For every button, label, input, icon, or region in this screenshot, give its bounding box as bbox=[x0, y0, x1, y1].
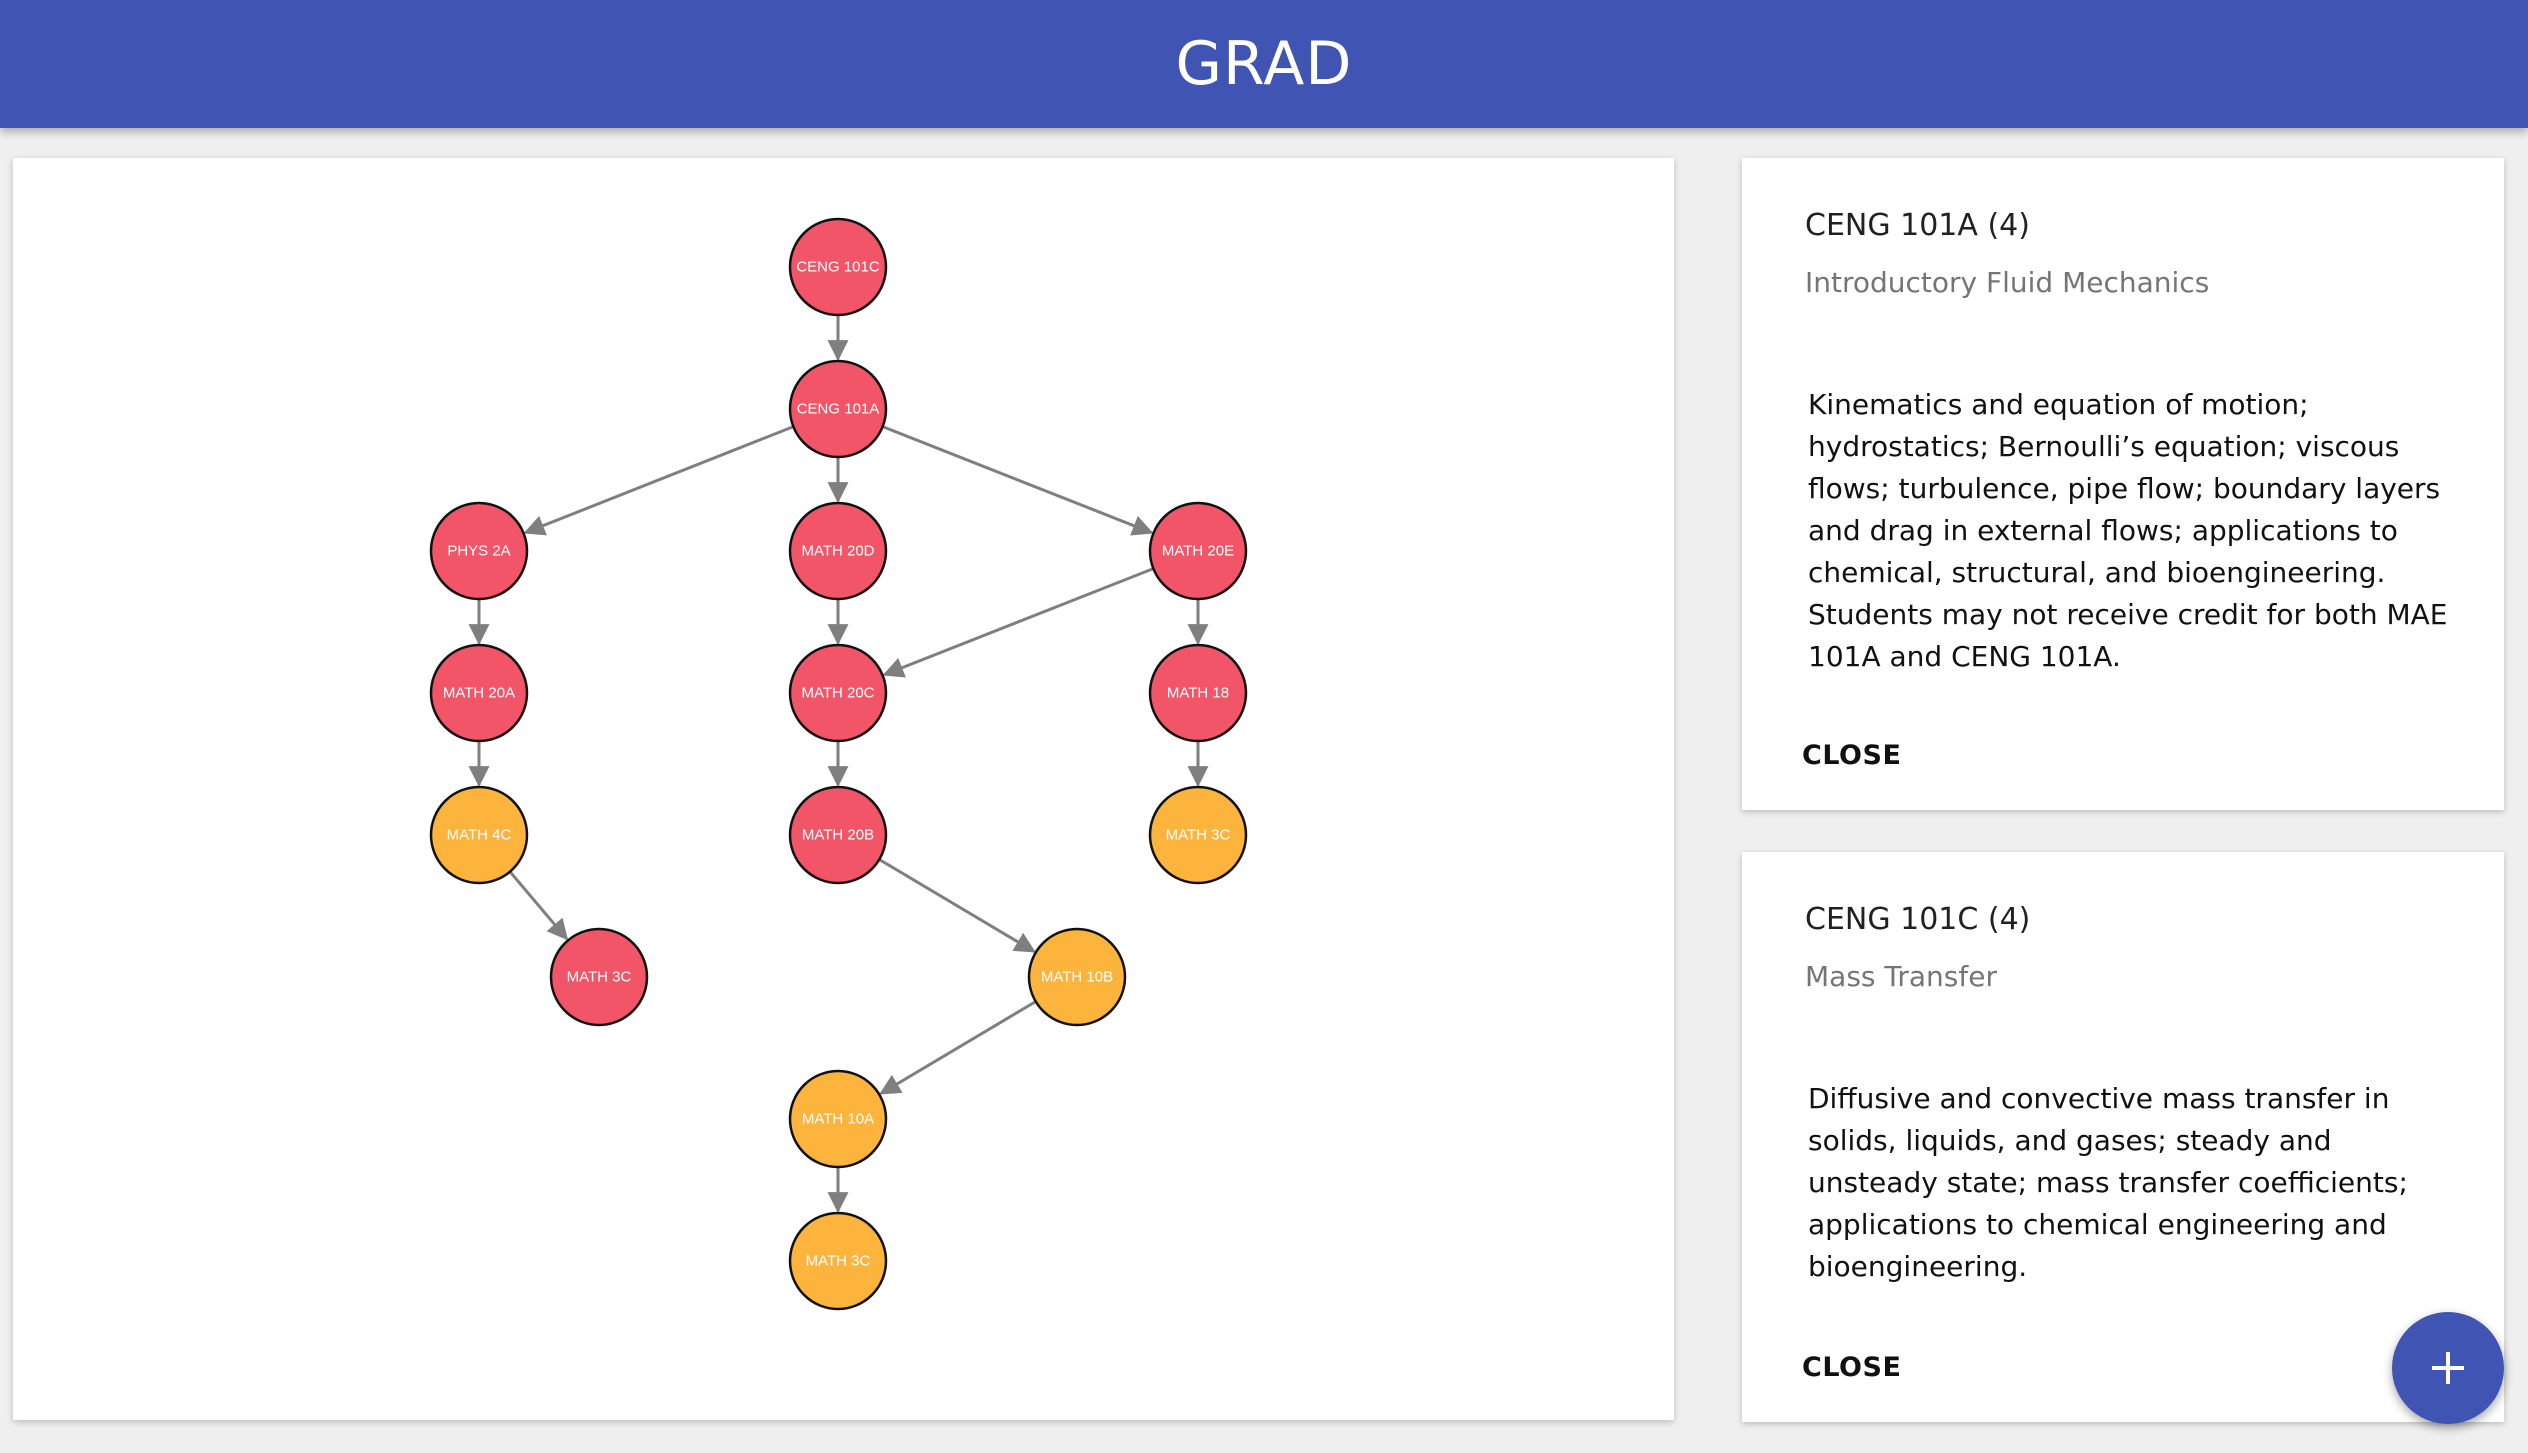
course-node[interactable]: MATH 18 bbox=[1148, 643, 1248, 743]
course-node-label: MATH 3C bbox=[567, 969, 632, 986]
course-node-label: CENG 101A bbox=[797, 401, 880, 418]
course-node[interactable]: PHYS 2A bbox=[429, 501, 529, 601]
course-node-label: MATH 20E bbox=[1162, 543, 1234, 560]
course-node[interactable]: MATH 20E bbox=[1148, 501, 1248, 601]
app-title: GRAD bbox=[1175, 29, 1353, 99]
course-node[interactable]: MATH 20B bbox=[788, 785, 888, 885]
course-card-ceng-101a: CENG 101A (4) Introductory Fluid Mechani… bbox=[1742, 158, 2504, 810]
prerequisite-edge bbox=[508, 870, 569, 941]
course-node[interactable]: MATH 4C bbox=[429, 785, 529, 885]
course-node-label: MATH 10A bbox=[802, 1111, 874, 1128]
course-node-circle[interactable] bbox=[549, 927, 649, 1027]
course-title: Mass Transfer bbox=[1805, 960, 1997, 993]
course-node[interactable]: CENG 101A bbox=[788, 359, 888, 459]
prerequisite-graph-panel: CENG 101C CENG 101A PHYS 2A MATH 20D MATH 20… bbox=[13, 158, 1674, 1420]
add-course-button[interactable] bbox=[2392, 1312, 2504, 1424]
course-node-circle[interactable] bbox=[1148, 643, 1248, 743]
course-node-circle[interactable] bbox=[788, 1069, 888, 1169]
course-node[interactable]: CENG 101C bbox=[788, 217, 888, 317]
course-code: CENG 101C (4) bbox=[1805, 902, 2031, 937]
course-node[interactable]: MATH 3C bbox=[549, 927, 649, 1027]
prerequisite-edge bbox=[882, 567, 1154, 678]
course-node-label: MATH 18 bbox=[1167, 685, 1229, 702]
prerequisite-edge bbox=[882, 425, 1154, 536]
course-node-label: PHYS 2A bbox=[447, 543, 510, 560]
course-node[interactable]: MATH 3C bbox=[1148, 785, 1248, 885]
close-button[interactable]: CLOSE bbox=[1802, 740, 1902, 771]
course-node-label: MATH 20B bbox=[802, 827, 874, 844]
course-node[interactable]: MATH 3C bbox=[788, 1211, 888, 1311]
course-node[interactable]: MATH 20D bbox=[788, 501, 888, 601]
prerequisite-graph: CENG 101C CENG 101A PHYS 2A MATH 20D MATH 20… bbox=[429, 217, 1248, 1311]
course-node[interactable]: MATH 20C bbox=[788, 643, 888, 743]
prerequisite-edge bbox=[879, 1000, 1037, 1095]
course-code: CENG 101A (4) bbox=[1805, 208, 2030, 243]
prerequisite-edge bbox=[523, 425, 794, 536]
app-bar: GRAD bbox=[0, 0, 2528, 128]
course-node-circle[interactable] bbox=[429, 501, 529, 601]
course-node-label: CENG 101C bbox=[796, 259, 880, 276]
plus-icon bbox=[2432, 1352, 2464, 1384]
course-node-circle[interactable] bbox=[788, 643, 888, 743]
course-description: Diffusive and convective mass transfer i… bbox=[1808, 1082, 2408, 1283]
course-node-circle[interactable] bbox=[429, 785, 529, 885]
course-node-circle[interactable] bbox=[788, 359, 888, 459]
course-node-circle[interactable] bbox=[1027, 927, 1127, 1027]
course-node-circle[interactable] bbox=[1148, 501, 1248, 601]
course-node-circle[interactable] bbox=[788, 785, 888, 885]
course-node[interactable]: MATH 10B bbox=[1027, 927, 1127, 1027]
course-node-label: MATH 20C bbox=[801, 685, 874, 702]
course-title: Introductory Fluid Mechanics bbox=[1805, 266, 2210, 299]
course-node-label: MATH 4C bbox=[447, 827, 512, 844]
course-description: Kinematics and equation of motion; hydro… bbox=[1808, 388, 2448, 673]
graph-edges bbox=[468, 315, 1209, 1214]
course-node-circle[interactable] bbox=[788, 1211, 888, 1311]
course-node-label: MATH 20D bbox=[801, 543, 874, 560]
course-node-circle[interactable] bbox=[788, 501, 888, 601]
course-node-label: MATH 3C bbox=[806, 1253, 871, 1270]
course-node-circle[interactable] bbox=[429, 643, 529, 743]
course-node-label: MATH 20A bbox=[443, 685, 515, 702]
prerequisite-edge bbox=[878, 858, 1036, 953]
close-button[interactable]: CLOSE bbox=[1802, 1352, 1902, 1383]
course-node[interactable]: MATH 10A bbox=[788, 1069, 888, 1169]
course-node-label: MATH 10B bbox=[1041, 969, 1113, 986]
graph-nodes: CENG 101C CENG 101A PHYS 2A MATH 20D MATH 20… bbox=[429, 217, 1248, 1311]
course-node-circle[interactable] bbox=[788, 217, 888, 317]
course-node-circle[interactable] bbox=[1148, 785, 1248, 885]
course-node[interactable]: MATH 20A bbox=[429, 643, 529, 743]
course-card-ceng-101c: CENG 101C (4) Mass Transfer Diffusive an… bbox=[1742, 852, 2504, 1422]
course-node-label: MATH 3C bbox=[1166, 827, 1231, 844]
